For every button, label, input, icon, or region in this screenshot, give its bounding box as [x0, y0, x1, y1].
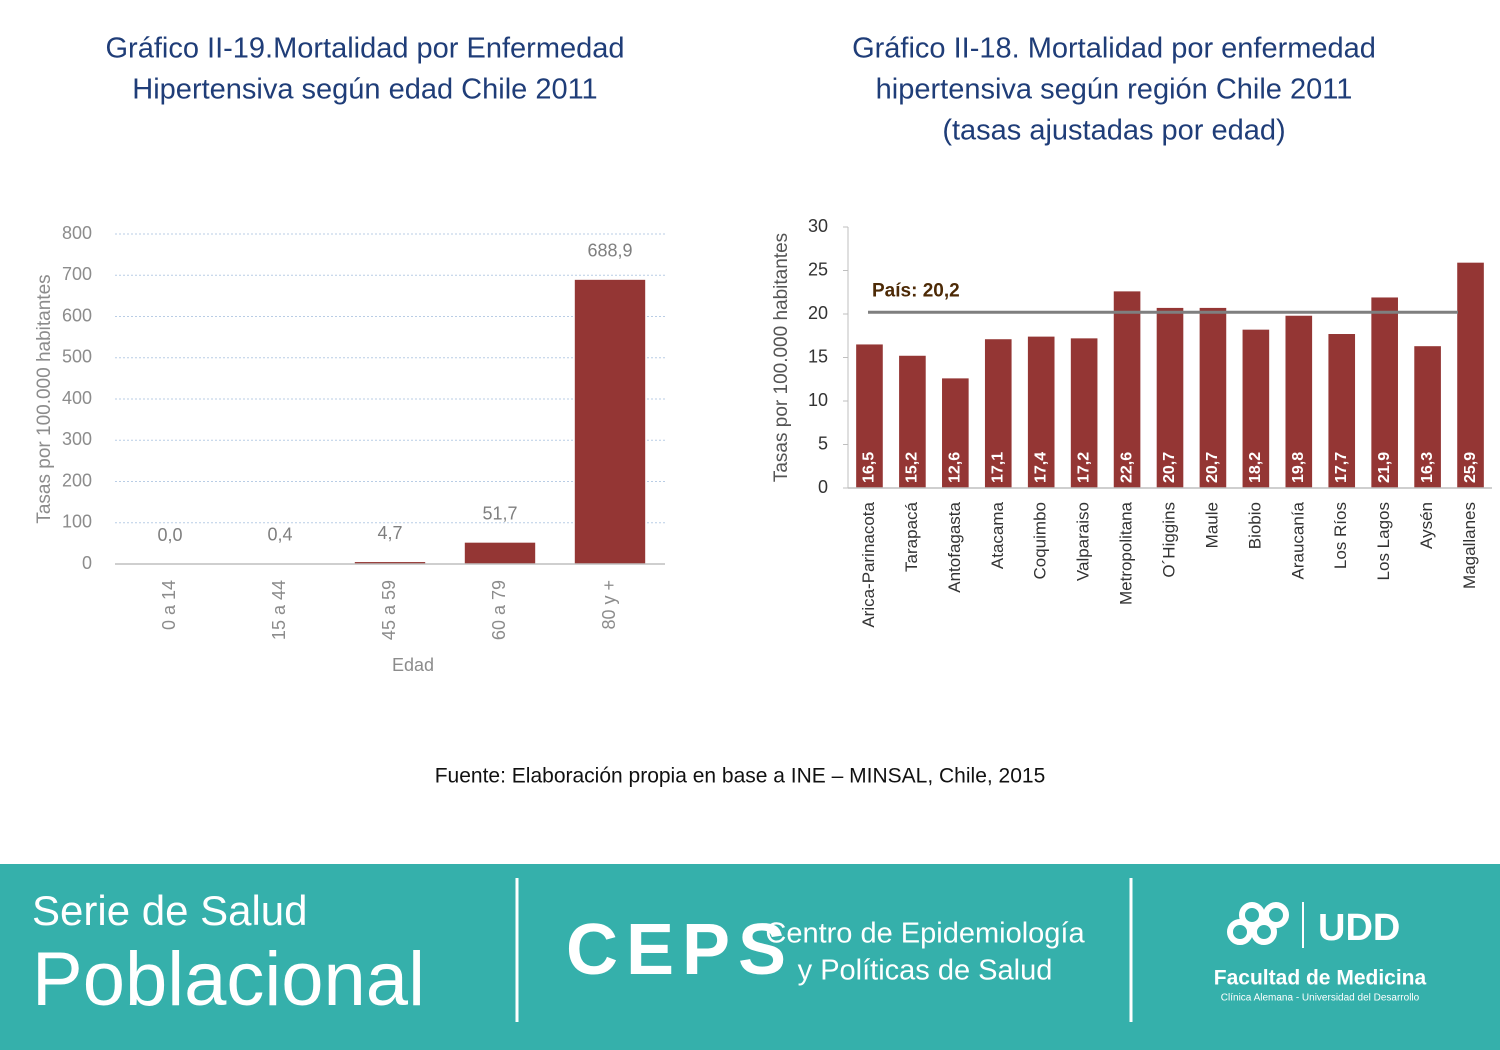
x-tick-label: Biobio [1245, 502, 1264, 549]
bar [1328, 334, 1356, 488]
x-tick-label: Arica-Parinacota [859, 501, 878, 627]
value-label: 21,9 [1376, 452, 1393, 483]
x-tick-label: Maule [1202, 502, 1221, 548]
banner [0, 864, 1500, 1050]
x-tick-label: Los Lagos [1374, 502, 1393, 580]
udd-logo: UDD [1318, 907, 1400, 949]
value-label: 0,0 [157, 525, 182, 545]
series-title: Serie de Salud [32, 887, 308, 934]
y-tick-label: 800 [62, 223, 92, 243]
ceps-name: y Políticas de Salud [798, 955, 1053, 987]
x-tick-label: Tarapacá [902, 501, 921, 571]
y-tick-label: 0 [82, 553, 92, 573]
bar [1414, 346, 1441, 488]
x-tick-label: Aysén [1417, 502, 1436, 549]
x-tick-label: 80 y + [599, 580, 619, 630]
x-tick-label: Magallanes [1460, 502, 1479, 589]
y-tick-label: 0 [818, 477, 828, 497]
bar [942, 378, 969, 488]
bar [1285, 315, 1313, 488]
x-tick-label: 15 a 44 [269, 580, 289, 640]
y-tick-label: 10 [808, 390, 828, 410]
bar [354, 562, 426, 564]
y-tick-label: 700 [62, 264, 92, 284]
value-label: 0,4 [267, 525, 292, 545]
bar [856, 344, 883, 488]
y-tick-label: 5 [818, 433, 828, 453]
x-tick-label: Metropolitana [1117, 501, 1136, 605]
bar [1113, 291, 1141, 488]
value-label: 16,5 [861, 452, 878, 483]
bar [1199, 307, 1227, 488]
x-tick-label: Atacama [988, 501, 1007, 569]
chart-title: Gráfico II-19.Mortalidad por Enfermedad [105, 33, 624, 65]
x-tick-label: O´Higgins [1159, 502, 1178, 578]
udd-icon [1227, 902, 1289, 945]
y-tick-label: 30 [808, 216, 828, 236]
bar [1371, 297, 1398, 488]
value-label: 17,7 [1333, 452, 1350, 483]
value-label: 18,2 [1247, 452, 1264, 483]
x-tick-label: Valparaiso [1074, 502, 1093, 581]
source: Fuente: Elaboración propia en base a INE… [435, 765, 1046, 788]
bar [1070, 338, 1098, 488]
x-tick-label: Los Ríos [1331, 502, 1350, 569]
value-label: 20,7 [1161, 452, 1178, 483]
bar [1027, 336, 1055, 488]
bar [464, 542, 536, 564]
y-tick-label: 500 [62, 347, 92, 367]
value-label: 4,7 [377, 523, 402, 543]
x-tick-label: 45 a 59 [379, 580, 399, 640]
faculty-sub: Clínica Alemana - Universidad del Desarr… [1221, 993, 1420, 1004]
x-axis-label: Edad [392, 655, 434, 675]
series-title: Poblacional [32, 937, 425, 1022]
value-label: 688,9 [587, 241, 632, 261]
y-tick-label: 100 [62, 512, 92, 532]
y-tick-label: 600 [62, 305, 92, 325]
y-tick-label: 15 [808, 346, 828, 366]
value-label: 25,9 [1462, 452, 1479, 483]
y-axis-label: Tasas por 100.000 habitantes [771, 233, 792, 482]
value-label: 17,4 [1032, 452, 1049, 483]
bar [1156, 307, 1184, 488]
x-tick-label: Araucanía [1288, 501, 1307, 579]
value-label: 15,2 [904, 452, 921, 483]
chart-title: Hipertensiva según edad Chile 2011 [132, 74, 597, 106]
faculty: Facultad de Medicina [1214, 967, 1427, 990]
value-label: 51,7 [482, 503, 517, 523]
value-label: 12,6 [947, 452, 964, 483]
y-tick-label: 300 [62, 429, 92, 449]
ceps-name: Centro de Epidemiología [765, 918, 1085, 950]
value-label: 19,8 [1290, 452, 1307, 483]
bar [574, 279, 646, 564]
bar [1242, 329, 1270, 488]
y-tick-label: 400 [62, 388, 92, 408]
x-tick-label: 60 a 79 [489, 580, 509, 640]
y-tick-label: 20 [808, 303, 828, 323]
bar [1457, 262, 1484, 488]
bar [899, 355, 926, 488]
y-tick-label: 200 [62, 470, 92, 490]
x-tick-label: Antofagasta [945, 501, 964, 592]
x-tick-label: Coquimbo [1031, 502, 1050, 580]
chart-title: Gráfico II-18. Mortalidad por enfermedad [852, 33, 1376, 65]
chart-title: hipertensiva según región Chile 2011 [876, 74, 1353, 106]
value-label: 22,6 [1118, 452, 1135, 483]
ceps-logo: CEPS [566, 910, 794, 990]
value-label: 17,2 [1075, 452, 1092, 483]
chart-subtitle: (tasas ajustadas por edad) [942, 115, 1285, 147]
value-label: 17,1 [989, 452, 1006, 483]
value-label: 20,7 [1204, 452, 1221, 483]
bar [984, 339, 1012, 488]
x-tick-label: 0 a 14 [159, 580, 179, 630]
y-tick-label: 25 [808, 259, 828, 279]
reference-label: País: 20,2 [872, 280, 960, 301]
value-label: 16,3 [1419, 452, 1436, 483]
y-axis-label: Tasas por 100.000 habitantes [34, 274, 55, 523]
